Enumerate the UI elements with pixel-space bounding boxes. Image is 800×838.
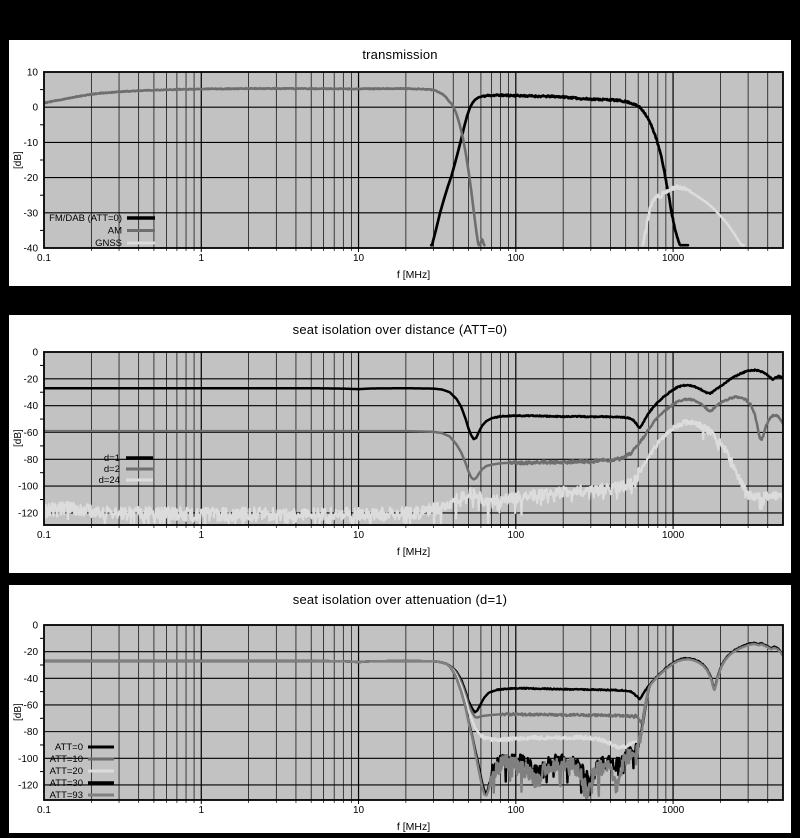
tick-labels: 0.1 1 10 100 1000 0 -20 -40 -60 -80 -100 -120 (18, 621, 685, 817)
y-tick-label: -120 (18, 508, 38, 519)
grid (40, 71, 783, 252)
plot-area (44, 72, 783, 248)
y-tick-label: -40 (24, 244, 39, 255)
legend-label: ATT=20 (50, 766, 83, 777)
x-tick-label: 0.1 (37, 530, 51, 541)
y-axis-label: [dB] (13, 151, 24, 169)
plot-area (44, 625, 783, 800)
series-group (44, 368, 783, 526)
chart-title: seat isolation over attenuation (d=1) (292, 592, 508, 607)
x-tick-label: 100 (507, 530, 524, 541)
plot-frame (43, 624, 784, 801)
y-tick-label: 10 (27, 68, 39, 79)
x-tick-label: 1 (198, 530, 204, 541)
y-tick-label: -100 (18, 482, 38, 493)
legend-label: ATT=30 (50, 778, 83, 789)
series-am (44, 86, 486, 247)
plot-frame (43, 71, 784, 249)
series-att-93 (44, 642, 783, 801)
plot-area (44, 352, 783, 525)
series-group (44, 86, 746, 247)
series-fm-dab-att-0- (429, 93, 690, 247)
x-tick-label: 10 (353, 805, 365, 816)
legend-label: GNSS (95, 238, 122, 249)
y-tick-label: -40 (24, 401, 39, 412)
x-tick-label: 1000 (662, 253, 685, 264)
y-tick-label: -120 (18, 780, 38, 791)
chart-title: seat isolation over distance (ATT=0) (292, 322, 508, 337)
y-tick-label: 0 (32, 348, 38, 359)
series-group (44, 641, 783, 801)
y-tick-label: -60 (24, 428, 39, 439)
x-axis-label: f [MHz] (396, 546, 431, 558)
x-tick-label: 100 (507, 253, 524, 264)
chart-title: transmission (362, 47, 438, 62)
plot-frame (43, 351, 784, 526)
y-tick-label: -20 (24, 374, 39, 385)
x-axis-label: f [MHz] (396, 269, 431, 281)
y-tick-label: -80 (24, 455, 39, 466)
y-tick-label: -40 (24, 674, 39, 685)
series-d-1 (44, 368, 783, 441)
legend-label: d=1 (104, 453, 120, 464)
x-tick-label: 0.1 (37, 253, 51, 264)
tick-labels: 0.1 1 10 100 1000 0 -20 -40 -60 -80 -100 -120 (18, 348, 685, 542)
legend-label: d=2 (104, 464, 120, 475)
series-gnss (641, 184, 746, 247)
y-axis-label: [dB] (13, 429, 24, 447)
x-tick-label: 1000 (662, 530, 685, 541)
legend-label: ATT=0 (55, 742, 83, 753)
x-tick-label: 10 (353, 253, 365, 264)
legend-label: ATT=10 (50, 754, 83, 765)
y-tick-label: -100 (18, 754, 38, 765)
series-d-24 (44, 418, 783, 526)
y-axis-label: [dB] (13, 703, 24, 721)
y-tick-label: -60 (24, 700, 39, 711)
legend-label: AM (108, 226, 122, 237)
y-tick-label: -20 (24, 647, 39, 658)
isolation-attenuation-panel: 0.1 1 10 100 1000 0 -20 -40 -60 -80 -100 -120 ATT=0 A… (7, 583, 793, 835)
y-tick-label: 0 (32, 103, 38, 114)
x-axis-label: f [MHz] (396, 821, 431, 833)
y-tick-label: 0 (32, 621, 38, 632)
y-tick-label: -80 (24, 727, 39, 738)
legend-label: d=24 (99, 475, 120, 486)
x-tick-label: 100 (507, 805, 524, 816)
transmission-panel: 0.1 1 10 100 1000 10 0 -10 -20 -30 -40 FM/DAB (ATT=… (7, 38, 793, 288)
y-tick-label: -20 (24, 173, 39, 184)
legend: d=1d=2d=24 (99, 453, 153, 486)
x-tick-label: 10 (353, 530, 365, 541)
isolation-attenuation-plot: 0.1 1 10 100 10000-20-40-60-80-100-120ATT=0A… (18, 621, 784, 817)
x-tick-label: 1 (198, 253, 204, 264)
isolation-distance-panel: 0.1 1 10 100 1000 0 -20 -40 -60 -80 -100 -120 d=1 d=2… (7, 313, 793, 575)
y-tick-label: -10 (24, 138, 39, 149)
isolation-distance-plot: 0.1 1 10 100 10000-20-40-60-80-100-120d=1d=2… (18, 348, 784, 542)
x-tick-label: 1 (198, 805, 204, 816)
y-tick-label: -30 (24, 208, 39, 219)
x-tick-label: 0.1 (37, 805, 51, 816)
x-tick-label: 1000 (662, 805, 685, 816)
legend-label: FM/DAB (ATT=0) (49, 213, 122, 224)
legend-label: ATT=93 (50, 790, 83, 801)
series-d-2 (44, 395, 783, 481)
